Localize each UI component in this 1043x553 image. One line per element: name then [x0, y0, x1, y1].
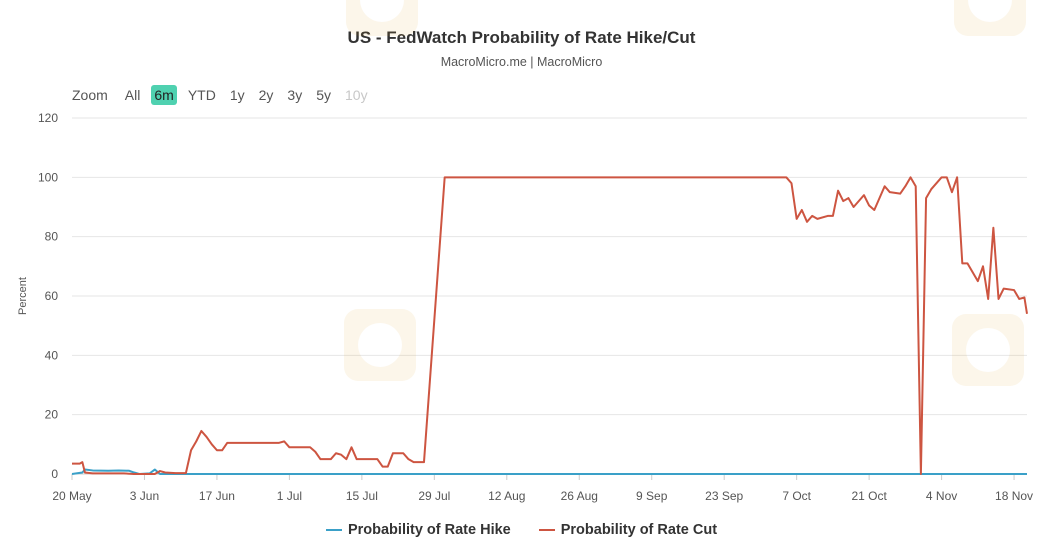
- legend-item-hike[interactable]: Probability of Rate Hike: [325, 522, 511, 538]
- x-tick-label: 9 Sep: [636, 489, 668, 503]
- x-tick-label: 12 Aug: [488, 489, 525, 503]
- series-line-rate-hike[interactable]: [71, 468, 1027, 475]
- range-button-10y: 10y: [345, 87, 368, 103]
- x-tick-label: 21 Oct: [851, 489, 887, 503]
- y-tick-label: 80: [45, 230, 59, 244]
- legend-label-cut: Probability of Rate Cut: [560, 522, 718, 538]
- legend-swatch-cut: [538, 529, 555, 531]
- x-tick-label: 3 Jun: [130, 489, 159, 503]
- y-tick-label: 40: [45, 348, 59, 362]
- x-tick-label: 4 Nov: [926, 489, 957, 503]
- x-tick-label: 26 Aug: [561, 489, 598, 503]
- range-button-2y[interactable]: 2y: [258, 87, 274, 103]
- x-tick-label: 23 Sep: [705, 489, 743, 503]
- legend-swatch-hike: [325, 529, 342, 531]
- y-axis: 0 20 40 60 80 100 120: [38, 111, 58, 481]
- y-axis-title: Percent: [17, 277, 29, 315]
- x-tick-label: 20 May: [52, 489, 91, 503]
- range-button-3y[interactable]: 3y: [287, 87, 303, 103]
- legend-label-hike: Probability of Rate Hike: [347, 522, 511, 538]
- zoom-label: Zoom: [72, 87, 108, 103]
- range-button-all[interactable]: All: [124, 87, 141, 103]
- range-selector: Zoom All 6m YTD 1y 2y 3y 5y 10y: [72, 84, 379, 106]
- series-line-rate-cut[interactable]: [72, 176, 1028, 475]
- x-tick-label: 15 Jul: [346, 489, 378, 503]
- x-tick-label: 7 Oct: [782, 489, 811, 503]
- x-tick-label: 1 Jul: [277, 489, 302, 503]
- range-button-ytd[interactable]: YTD: [187, 87, 216, 103]
- chart-title: US - FedWatch Probability of Rate Hike/C…: [347, 28, 696, 47]
- series-layer: [71, 176, 1028, 475]
- range-button-6m[interactable]: 6m: [151, 85, 177, 105]
- y-tick-label: 0: [51, 467, 58, 481]
- x-axis: 20 May 3 Jun 17 Jun 1 Jul 15 Jul 29 Jul 12 Aug…: [52, 474, 1033, 503]
- y-tick-label: 20: [45, 408, 59, 422]
- x-tick-label: 17 Jun: [199, 489, 235, 503]
- y-tick-label: 100: [38, 170, 58, 184]
- range-button-1y[interactable]: 1y: [229, 87, 245, 103]
- grid-layer: [72, 117, 1027, 475]
- chart-legend: Probability of Rate Hike Probability of …: [0, 522, 1043, 538]
- range-button-5y[interactable]: 5y: [316, 87, 331, 103]
- x-tick-label: 29 Jul: [418, 489, 450, 503]
- y-tick-label: 120: [38, 111, 58, 125]
- x-tick-label: 18 Nov: [995, 489, 1033, 503]
- y-tick-label: 60: [45, 289, 59, 303]
- legend-item-cut[interactable]: Probability of Rate Cut: [538, 522, 718, 538]
- chart-subtitle: MacroMicro.me | MacroMicro: [440, 55, 603, 69]
